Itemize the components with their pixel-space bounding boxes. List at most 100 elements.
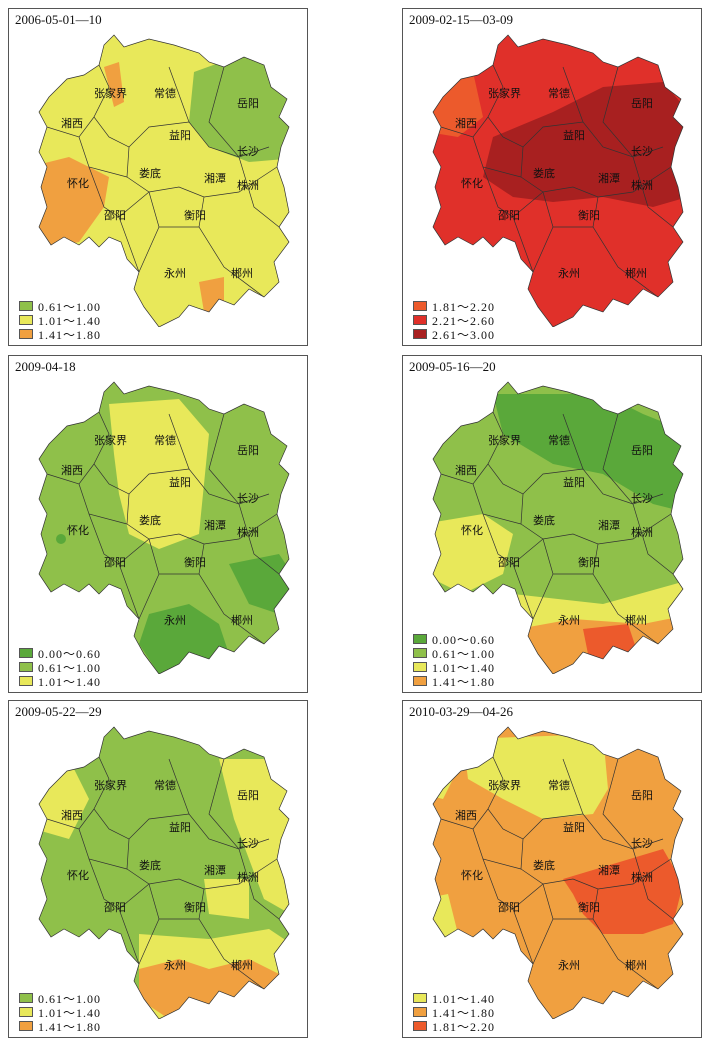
city-label-yongzhou: 永州 — [164, 266, 186, 280]
city-label-changsha: 长沙 — [237, 145, 259, 158]
city-label-shaoyang: 邵阳 — [104, 556, 126, 569]
legend-item: 1.01～1.40 — [413, 660, 495, 675]
legend-item: 0.61～1.00 — [19, 991, 101, 1006]
city-label-changde: 常德 — [154, 86, 176, 100]
city-label-zhangjiajie: 张家界 — [94, 86, 127, 100]
city-label-zhuzhou: 株洲 — [237, 178, 259, 192]
city-label-changde: 常德 — [548, 433, 570, 447]
city-label-xiangxi: 湘西 — [455, 116, 477, 130]
city-label-changsha: 长沙 — [631, 837, 653, 850]
legend-item: 1.01～1.40 — [19, 674, 101, 689]
city-label-yongzhou: 永州 — [164, 958, 186, 972]
city-label-zhangjiajie: 张家界 — [488, 433, 521, 447]
city-label-hengyang: 衡阳 — [578, 901, 600, 914]
map-panel-2006-05: 2006-05-01—10 张家界 常德 岳阳 湘西 益阳 长沙 娄底 湘潭 怀… — [8, 8, 308, 346]
city-label-huaihua: 怀化 — [461, 176, 483, 190]
legend-item: 1.81～2.20 — [413, 1019, 495, 1034]
city-label-loudi: 娄底 — [533, 166, 555, 180]
legend-item: 0.00～0.60 — [413, 632, 495, 647]
map-panel-2009-05-22: 2009-05-22—29 张家界 常德 岳阳 湘西 益阳 长沙 娄底 湘潭 — [8, 700, 308, 1038]
city-label-yiyang: 益阳 — [169, 128, 191, 142]
city-label-huaihua: 怀化 — [67, 868, 89, 882]
hunan-map: 张家界 常德 岳阳 湘西 益阳 长沙 娄底 湘潭 怀化 株洲 邵阳 衡阳 永州 … — [38, 726, 290, 1019]
legend-item: 1.41～1.80 — [19, 1019, 101, 1034]
city-label-yueyang: 岳阳 — [631, 97, 653, 110]
legend-item: 1.41～1.80 — [413, 674, 495, 689]
city-label-huaihua: 怀化 — [67, 176, 89, 190]
hunan-map: 张家界 常德 岳阳 湘西 益阳 长沙 娄底 湘潭 怀化 株洲 邵阳 衡阳 永州 … — [432, 381, 684, 674]
legend: 1.01～1.40 1.41～1.80 1.81～2.20 — [413, 991, 495, 1034]
city-label-hengyang: 衡阳 — [184, 901, 206, 914]
legend: 1.81～2.20 2.21～2.60 2.61～3.00 — [413, 299, 495, 342]
panel-title: 2009-04-18 — [15, 359, 76, 374]
hunan-map: 张家界 常德 岳阳 湘西 益阳 长沙 娄底 湘潭 怀化 株洲 邵阳 衡阳 永州 … — [38, 34, 290, 327]
city-label-xiangtan: 湘潭 — [204, 863, 226, 877]
city-label-shaoyang: 邵阳 — [104, 901, 126, 914]
city-label-yiyang: 益阳 — [563, 475, 585, 489]
city-label-yueyang: 岳阳 — [237, 444, 259, 457]
city-label-yongzhou: 永州 — [558, 958, 580, 972]
city-label-chenzhou: 郴州 — [625, 958, 647, 972]
city-label-yiyang: 益阳 — [563, 128, 585, 142]
city-label-changsha: 长沙 — [237, 492, 259, 505]
city-label-yueyang: 岳阳 — [237, 97, 259, 110]
legend-item: 1.81～2.20 — [413, 299, 495, 314]
city-label-xiangtan: 湘潭 — [598, 518, 620, 532]
city-label-yueyang: 岳阳 — [631, 444, 653, 457]
legend-item: 2.21～2.60 — [413, 313, 495, 328]
city-label-changde: 常德 — [154, 433, 176, 447]
legend-item: 1.01～1.40 — [19, 1005, 101, 1020]
city-label-yiyang: 益阳 — [169, 475, 191, 489]
city-label-chenzhou: 郴州 — [625, 266, 647, 280]
legend: 0.61～1.00 1.01～1.40 1.41～1.80 — [19, 299, 101, 342]
city-label-zhuzhou: 株洲 — [631, 870, 653, 884]
legend: 0.00～0.60 0.61～1.00 1.01～1.40 — [19, 646, 101, 689]
map-panel-2009-02: 2009-02-15—03-09 张家界 常德 岳阳 湘西 益阳 长沙 娄底 湘… — [402, 8, 702, 346]
city-label-zhangjiajie: 张家界 — [94, 433, 127, 447]
hunan-map: 张家界 常德 岳阳 湘西 益阳 长沙 娄底 湘潭 怀化 株洲 邵阳 衡阳 永州 … — [38, 381, 290, 674]
panel-title: 2009-05-22—29 — [15, 704, 102, 719]
legend-item: 0.00～0.60 — [19, 646, 101, 661]
map-panel-2009-04: 2009-04-18 张家界 常德 岳阳 湘西 益阳 长沙 娄底 湘潭 怀化 — [8, 355, 308, 693]
city-label-shaoyang: 邵阳 — [498, 556, 520, 569]
city-label-changsha: 长沙 — [631, 145, 653, 158]
city-label-changde: 常德 — [154, 778, 176, 792]
city-label-zhangjiajie: 张家界 — [94, 778, 127, 792]
city-label-zhuzhou: 株洲 — [237, 525, 259, 539]
city-label-yiyang: 益阳 — [169, 820, 191, 834]
city-label-yongzhou: 永州 — [558, 266, 580, 280]
map-panel-2009-05-16: 2009-05-16—20 张家界 常德 岳阳 湘西 益阳 长沙 娄底 湘潭 — [402, 355, 702, 693]
city-label-xiangxi: 湘西 — [61, 116, 83, 130]
city-label-xiangtan: 湘潭 — [598, 171, 620, 185]
legend-item: 0.61～1.00 — [413, 646, 495, 661]
panel-title: 2006-05-01—10 — [15, 12, 102, 27]
city-label-zhangjiajie: 张家界 — [488, 86, 521, 100]
city-label-shaoyang: 邵阳 — [104, 209, 126, 222]
city-label-loudi: 娄底 — [139, 513, 161, 527]
city-label-zhuzhou: 株洲 — [631, 525, 653, 539]
city-label-xiangtan: 湘潭 — [598, 863, 620, 877]
city-label-changsha: 长沙 — [237, 837, 259, 850]
legend: 0.00～0.60 0.61～1.00 1.01～1.40 1.41～1.80 — [413, 632, 495, 689]
city-label-xiangxi: 湘西 — [61, 808, 83, 822]
panel-title: 2010-03-29—04-26 — [409, 704, 513, 719]
city-label-chenzhou: 郴州 — [231, 266, 253, 280]
city-label-loudi: 娄底 — [139, 858, 161, 872]
city-label-shaoyang: 邵阳 — [498, 901, 520, 914]
city-label-loudi: 娄底 — [533, 513, 555, 527]
city-label-chenzhou: 郴州 — [231, 958, 253, 972]
legend-item: 2.61～3.00 — [413, 327, 495, 342]
city-label-zhuzhou: 株洲 — [631, 178, 653, 192]
legend-item: 0.61～1.00 — [19, 660, 101, 675]
city-label-yueyang: 岳阳 — [631, 789, 653, 802]
map-panel-2010-03: 2010-03-29—04-26 张家界 常德 岳阳 湘西 益阳 长沙 娄底 湘… — [402, 700, 702, 1038]
city-label-changsha: 长沙 — [631, 492, 653, 505]
city-label-hengyang: 衡阳 — [184, 556, 206, 569]
city-label-hengyang: 衡阳 — [578, 556, 600, 569]
legend-item: 1.41～1.80 — [413, 1005, 495, 1020]
city-label-xiangtan: 湘潭 — [204, 518, 226, 532]
city-label-shaoyang: 邵阳 — [498, 209, 520, 222]
city-label-chenzhou: 郴州 — [625, 613, 647, 627]
panel-title: 2009-05-16—20 — [409, 359, 496, 374]
city-label-yongzhou: 永州 — [164, 613, 186, 627]
